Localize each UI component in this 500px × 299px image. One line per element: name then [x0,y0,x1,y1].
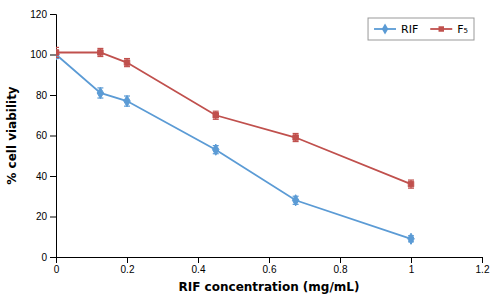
tick-label: 100 [30,49,47,60]
tick: 120 [30,9,56,20]
tick-label: 20 [36,211,48,222]
tick-mark [482,257,483,263]
tick: 0 [41,252,56,263]
tick-mark [50,176,56,177]
error-bar [56,50,59,58]
marker [97,87,103,98]
marker [124,95,130,106]
tick-label: 0.6 [263,264,277,275]
tick-label: 40 [36,171,48,182]
tick: 1.2 [476,257,490,275]
tick-label: 1.2 [476,264,490,275]
tick: 60 [36,130,56,141]
tick-label: 60 [36,130,48,141]
tick-label: 0 [54,264,60,275]
plot: 0 0.2 0.4 0.6 0.8 1 1.2 0 20 40 60 80 100 120 RIF conc… [5,9,490,294]
tick-mark [50,217,56,218]
line [56,55,411,239]
y-axis-title: % cell viability [5,86,19,185]
legend: RIF F₅ [368,18,474,40]
marker [124,60,129,65]
legend-label: F₅ [457,23,468,36]
legend-item: F₅ [430,23,468,36]
marker [213,113,218,118]
axis-line [50,15,57,258]
error-bar [124,59,130,67]
tick-label: 0 [41,252,47,263]
legend-marker [439,26,444,31]
legend-item: RIF [374,23,418,36]
tick-label: 120 [30,9,47,20]
legend-marker [382,23,388,34]
tick: 80 [36,90,56,101]
error-bar-cap [124,58,130,59]
error-bar-cap [213,119,219,120]
error-bar [213,111,219,119]
tick-mark [50,136,56,137]
x-axis: 0 0.2 0.4 0.6 0.8 1 1.2 [54,257,490,275]
axis-line [57,258,483,264]
error-bar [408,180,414,188]
tick: 0.8 [334,257,348,275]
tick: 0.6 [263,257,277,275]
tick: 40 [36,171,56,182]
tick-mark [50,55,56,56]
error-bar [56,47,59,57]
tick-mark [50,95,56,96]
error-bar-cap [293,141,299,142]
error-bar-cap [56,57,59,58]
tick-mark [269,257,270,263]
tick: 20 [36,211,56,222]
error-bar [293,133,299,141]
marker [408,233,414,244]
legend-label: RIF [401,23,418,36]
marker [98,50,103,55]
marker [408,181,413,186]
tick: 1 [409,257,415,275]
tick: 0.4 [192,257,206,275]
legend-box [368,18,474,40]
tick: 0.2 [121,257,135,275]
x-axis-title: RIF concentration (mg/mL) [179,280,360,294]
chart: 0 0.2 0.4 0.6 0.8 1 1.2 0 20 40 60 80 100 120 RIF conc… [0,0,500,299]
tick-label: 0.2 [121,264,135,275]
tick-mark [50,257,56,258]
tick: 0 [54,257,60,275]
tick-label: 80 [36,90,48,101]
tick-mark [411,257,412,263]
tick-mark [198,257,199,263]
tick-label: 1 [409,264,415,275]
marks [56,47,414,244]
error-bar-cap [213,111,219,112]
tick-mark [340,257,341,263]
marker [293,135,298,140]
error-bar-cap [97,56,103,57]
error-bar [97,48,103,56]
tick-label: 0.4 [192,264,206,275]
marker [56,49,59,60]
line [56,52,411,184]
error-bar [124,96,130,106]
tick-mark [127,257,128,263]
error-bar-cap [408,179,414,180]
error-bar [97,88,103,98]
tick: 100 [30,49,56,60]
tick-label: 0.8 [334,264,348,275]
marker [56,50,59,55]
error-bar-cap [97,48,103,49]
marker [292,195,298,206]
series [56,49,414,244]
error-bar-cap [408,188,414,189]
tick-mark [50,14,56,15]
error-bar-cap [124,66,130,67]
error-bar-cap [293,133,299,134]
y-axis: 0 20 40 60 80 100 120 [30,9,56,263]
marker [213,144,219,155]
error-bar-cap [56,47,59,48]
series [56,47,414,188]
